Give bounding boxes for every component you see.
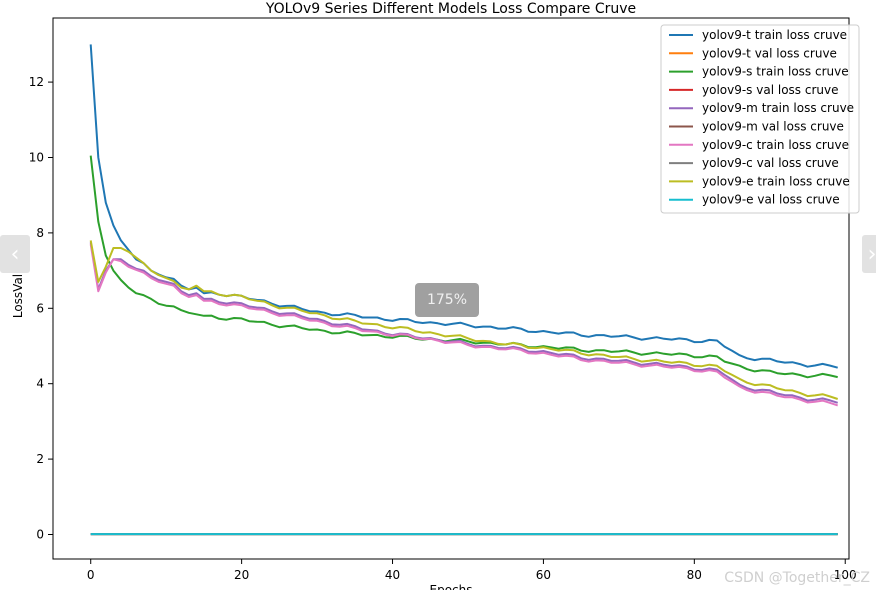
legend-label: yolov9-t train loss cruve xyxy=(702,28,847,42)
x-tick-label: 80 xyxy=(687,568,702,582)
zoom-level-badge: 175% xyxy=(415,283,479,317)
y-tick-label: 6 xyxy=(36,301,44,315)
legend-label: yolov9-m val loss cruve xyxy=(702,120,844,134)
legend-label: yolov9-e val loss cruve xyxy=(702,193,840,207)
x-tick-label: 100 xyxy=(834,568,857,582)
series-line-6 xyxy=(89,244,839,407)
prev-image-button[interactable]: ‹ xyxy=(0,235,30,273)
legend-label: yolov9-s val loss cruve xyxy=(702,83,838,97)
chevron-right-icon: › xyxy=(867,241,876,267)
legend-label: yolov9-t val loss cruve xyxy=(702,46,837,60)
x-tick-label: 40 xyxy=(385,568,400,582)
series-line-4 xyxy=(89,242,839,404)
watermark: CSDN @Together_CZ xyxy=(724,570,870,586)
chart-title: YOLOv9 Series Different Models Loss Comp… xyxy=(265,1,636,17)
x-tick-label: 20 xyxy=(234,568,249,582)
series-line-8 xyxy=(89,240,839,400)
next-image-button[interactable]: › xyxy=(862,235,876,273)
plot-frame xyxy=(52,17,850,560)
y-tick-label: 2 xyxy=(36,452,44,466)
legend-label: yolov9-c train loss cruve xyxy=(702,138,849,152)
x-axis-label: Epochs xyxy=(430,583,473,590)
legend-box xyxy=(660,24,860,214)
legend-label: yolov9-m train loss cruve xyxy=(702,101,854,115)
x-tick-label: 0 xyxy=(87,568,95,582)
legend-label: yolov9-s train loss cruve xyxy=(702,65,849,79)
y-tick-label: 12 xyxy=(29,75,44,89)
y-axis-label: LossValue xyxy=(11,259,25,318)
chevron-left-icon: ‹ xyxy=(10,241,20,267)
y-tick-label: 10 xyxy=(29,150,44,164)
x-tick-label: 60 xyxy=(536,568,551,582)
legend-label: yolov9-e train loss cruve xyxy=(702,174,850,188)
legend-label: yolov9-c val loss cruve xyxy=(702,156,839,170)
y-tick-label: 4 xyxy=(36,377,44,391)
y-tick-label: 8 xyxy=(36,226,44,240)
series-line-2 xyxy=(89,155,838,379)
y-tick-label: 0 xyxy=(36,527,44,541)
